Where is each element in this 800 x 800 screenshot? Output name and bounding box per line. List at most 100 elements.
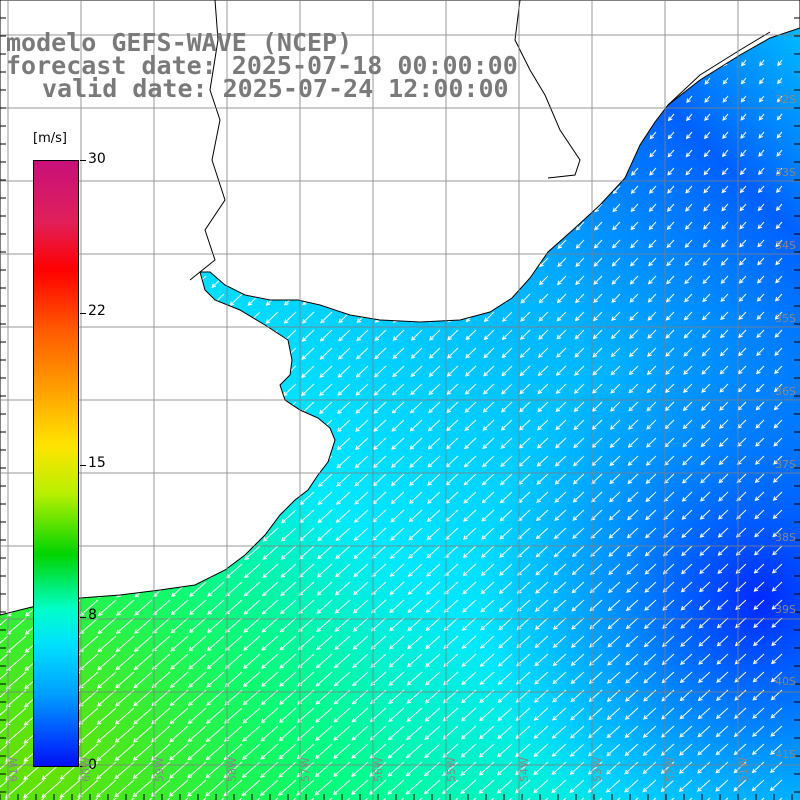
wind-arrow-head <box>355 372 361 378</box>
wind-arrow <box>757 257 765 266</box>
wind-arrow-head <box>555 425 560 431</box>
wind-arrow-head <box>645 497 651 503</box>
wind-arrow <box>751 779 765 791</box>
wind-arrow <box>465 347 477 359</box>
wind-arrow-head <box>5 757 11 763</box>
wind-arrow <box>554 491 567 503</box>
wind-arrow <box>722 113 729 121</box>
wind-arrow <box>460 743 477 758</box>
wind-arrow-head <box>259 791 265 796</box>
wind-arrow <box>520 311 531 322</box>
wind-arrow-head <box>241 755 247 760</box>
wind-arrow <box>555 419 567 430</box>
wind-arrow <box>759 77 765 84</box>
wind-arrow-head <box>260 755 265 760</box>
wind-arrow <box>80 599 99 616</box>
wind-arrow-head <box>627 497 632 503</box>
wind-arrow <box>646 419 657 430</box>
wind-arrow-head <box>753 550 759 556</box>
wind-arrow-head <box>703 170 709 176</box>
wind-arrow-head <box>462 571 468 577</box>
wind-arrow <box>389 581 405 595</box>
wind-arrow <box>720 311 729 320</box>
wind-arrow-head <box>498 625 504 631</box>
wind-arrow <box>644 617 657 629</box>
wind-arrow-head <box>265 301 271 306</box>
wind-arrow <box>115 671 135 689</box>
wind-arrow <box>686 131 693 139</box>
wind-arrow-head <box>685 134 691 140</box>
wind-arrow-head <box>280 555 286 560</box>
wind-arrow <box>407 599 423 613</box>
wind-arrow <box>740 149 747 157</box>
wind-arrow-head <box>753 605 759 610</box>
wind-arrow <box>643 671 657 684</box>
wind-arrow-head <box>685 188 690 194</box>
wind-arrow <box>96 743 117 761</box>
wind-arrow-head <box>698 642 704 647</box>
wind-arrow-head <box>775 206 781 212</box>
wind-arrow <box>775 221 783 229</box>
wind-arrow-head <box>648 243 653 249</box>
wind-arrow-head <box>643 696 648 702</box>
wind-arrow <box>225 653 243 669</box>
wind-arrow <box>314 779 333 796</box>
wind-arrow-head <box>697 750 703 756</box>
wind-arrow-head <box>335 554 341 560</box>
wind-arrow-head <box>752 659 758 665</box>
wind-arrow-head <box>751 750 757 756</box>
wind-arrow <box>261 671 279 687</box>
wind-arrow-head <box>771 605 777 610</box>
wind-arrow-head <box>482 389 488 395</box>
wind-arrow <box>538 329 549 340</box>
wind-arrow <box>170 653 189 670</box>
wind-arrow <box>716 671 729 683</box>
wind-arrow <box>189 617 207 633</box>
wind-arrow <box>298 599 315 614</box>
wind-arrow <box>515 779 531 794</box>
wind-arrow-head <box>740 152 745 157</box>
wind-arrow-head <box>261 646 267 651</box>
wind-arrow <box>299 563 315 578</box>
wind-arrow-head <box>536 462 542 467</box>
wind-arrow-head <box>96 756 102 762</box>
wind-arrow-head <box>646 370 652 376</box>
wind-arrow <box>242 743 261 760</box>
wind-arrow <box>265 311 279 324</box>
wind-arrow <box>644 599 657 611</box>
wind-arrow-head <box>592 370 598 376</box>
wind-arrow <box>593 311 603 321</box>
wind-arrow-head <box>699 569 704 575</box>
wind-arrow <box>114 779 135 798</box>
wind-arrow <box>483 365 495 377</box>
wind-arrow-head <box>777 79 782 85</box>
wind-arrow <box>426 599 441 613</box>
wind-arrow <box>739 221 747 229</box>
wind-arrow <box>298 635 315 651</box>
wind-arrow <box>666 257 675 266</box>
wind-arrow <box>718 473 729 483</box>
wind-arrow <box>667 203 675 212</box>
wind-arrow-head <box>332 790 338 796</box>
wind-arrow-head <box>480 571 486 577</box>
wind-arrow <box>717 545 729 556</box>
wind-arrow-head <box>587 770 593 775</box>
wind-arrow <box>5 779 27 799</box>
wind-arrow <box>557 257 567 267</box>
wind-arrow <box>720 347 729 357</box>
wind-arrow <box>409 473 423 486</box>
wind-arrow-head <box>465 335 471 341</box>
border-line <box>514 0 581 179</box>
wind-arrow <box>335 599 351 614</box>
wind-arrow <box>647 311 657 321</box>
wind-arrow-head <box>278 736 284 742</box>
wind-arrow-head <box>574 316 580 322</box>
wind-arrow <box>625 725 639 738</box>
wind-arrow-head <box>247 301 253 306</box>
wind-arrow <box>353 581 369 596</box>
wind-arrow-head <box>775 224 781 230</box>
wind-arrow-head <box>551 788 557 794</box>
wind-arrow <box>465 365 477 377</box>
wind-arrow <box>518 473 531 485</box>
wind-arrow-head <box>114 756 120 762</box>
